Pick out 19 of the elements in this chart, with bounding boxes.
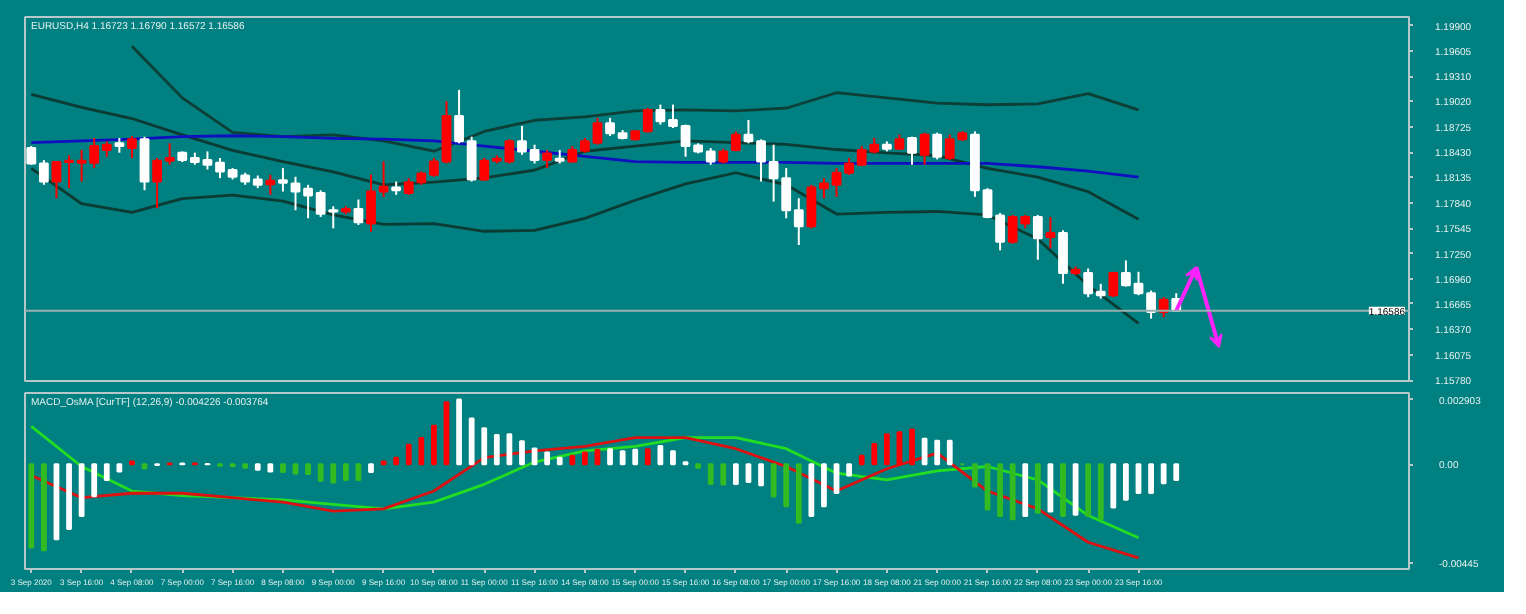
candlestick	[1108, 270, 1119, 299]
candlestick	[919, 131, 930, 166]
candlestick	[1045, 215, 1056, 250]
candlestick	[932, 131, 943, 161]
line-series	[29, 93, 1140, 221]
candlestick	[265, 173, 276, 196]
line-series	[29, 134, 1140, 179]
line-series	[29, 436, 1140, 560]
line-series	[29, 167, 1140, 325]
line-series	[29, 425, 1140, 540]
candlestick	[1032, 213, 1043, 261]
candlestick	[139, 135, 150, 192]
candlestick	[907, 135, 917, 166]
candlestick	[353, 198, 364, 226]
candlestick	[127, 135, 137, 160]
candlestick	[1058, 229, 1068, 285]
line-series	[130, 44, 1140, 153]
candlestick	[278, 167, 288, 193]
candlestick	[542, 149, 553, 170]
